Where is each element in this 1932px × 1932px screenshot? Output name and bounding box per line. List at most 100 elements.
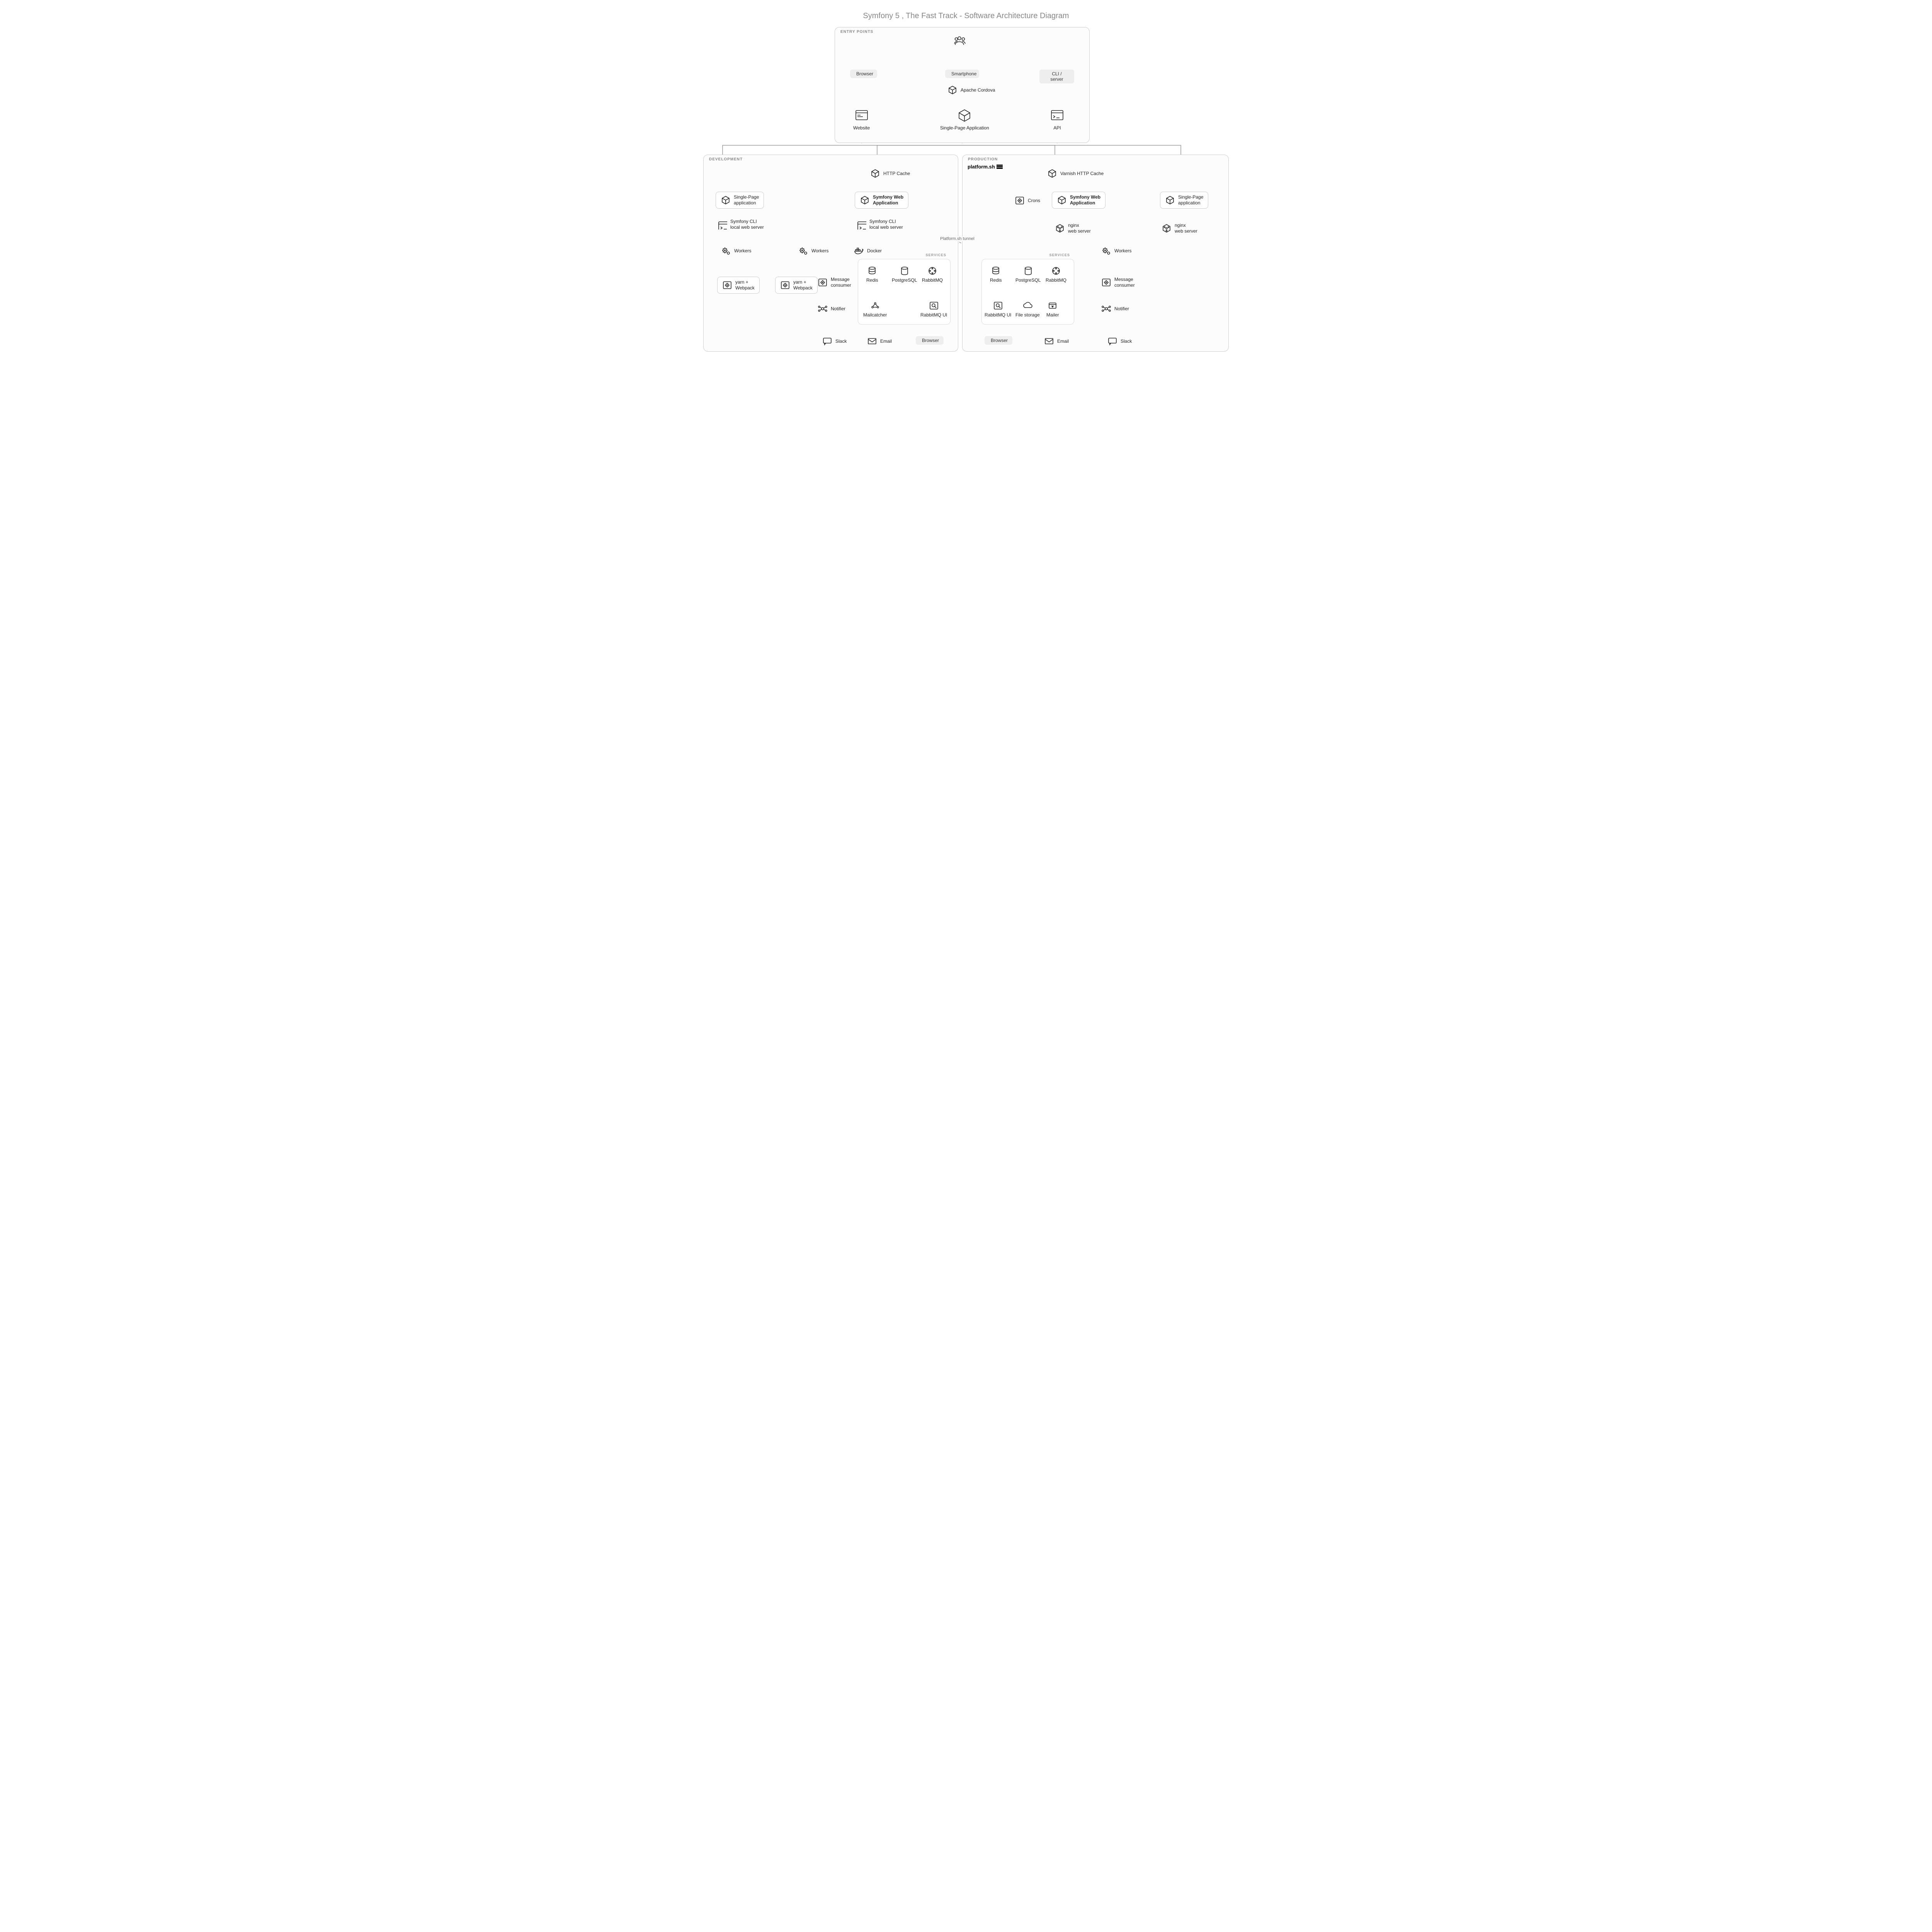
node-label: Workers (1114, 248, 1131, 254)
node-dev_workers2: Workers (798, 246, 828, 256)
node-label: Message consumer (831, 277, 851, 288)
pill-browser: Browser (850, 70, 877, 78)
node-dev_cli2: Symfony CLI local web server (856, 219, 903, 230)
node-prod_spa_box: Single-Page application (1160, 192, 1208, 209)
node-dev_workers1: Workers (721, 246, 751, 256)
node-label: nginx web server (1068, 223, 1091, 234)
node-api: API (1049, 108, 1065, 131)
node-dev_msgcons: Message consumer (818, 277, 851, 288)
mag-icon (929, 301, 939, 311)
node-dev_pg: PostgreSQL (892, 266, 917, 283)
node-prod_slack: Slack (1107, 336, 1132, 346)
cfg-icon (818, 277, 828, 287)
cube-icon (870, 168, 880, 179)
hex-icon (1162, 223, 1172, 233)
code-icon (870, 301, 880, 311)
db-icon (991, 266, 1001, 276)
rmq-icon (927, 266, 937, 276)
node-label: Slack (1121, 338, 1132, 344)
node-dev_mailcatcher: Mailcatcher (863, 301, 887, 318)
node-label: yarn + Webpack (735, 279, 755, 291)
cube-icon (860, 195, 870, 205)
node-label: Mailer (1046, 312, 1059, 318)
node-label: yarn + Webpack (793, 279, 813, 291)
node-prod_swa_box: Symfony Web Application (1052, 192, 1105, 209)
node-label: Slack (835, 338, 847, 344)
node-label: nginx web server (1175, 223, 1197, 234)
db2-icon (900, 266, 910, 276)
pill-smartphone: Smartphone (945, 70, 979, 78)
group-label: DEVELOPMENT (709, 157, 743, 162)
node-label: PostgreSQL (892, 277, 917, 283)
pill-cli: CLI / server (1039, 70, 1074, 83)
node-dev_swa_box: Symfony Web Application (855, 192, 908, 209)
graph-icon (818, 304, 828, 314)
cube-icon (1047, 168, 1057, 179)
gears-icon (1101, 246, 1111, 256)
users-icon (954, 35, 969, 50)
box-icon (947, 85, 957, 95)
mail-icon (1044, 336, 1054, 346)
node-prod_notifier: Notifier (1101, 304, 1129, 314)
cfg-icon (1101, 277, 1111, 287)
node-prod_nginx2: nginx web server (1162, 223, 1197, 234)
docker-icon (854, 246, 864, 256)
node-label: Workers (811, 248, 828, 254)
node-website: Website (853, 108, 870, 131)
pill-prod_browser: Browser (985, 336, 1012, 345)
node-label: Mailcatcher (863, 312, 887, 318)
services-label: SERVICES (926, 253, 946, 257)
node-label: Redis (866, 277, 878, 283)
group-label: PRODUCTION (968, 157, 998, 162)
node-label: Symfony Web Application (873, 194, 903, 206)
node-label: Apache Cordova (961, 87, 995, 93)
node-label: Symfony CLI local web server (730, 219, 764, 230)
node-label: Notifier (831, 306, 845, 312)
cube-icon (1165, 195, 1175, 205)
node-dev_rmqui: RabbitMQ UI (920, 301, 947, 318)
platform-sh-brand: platform.sh (968, 164, 1003, 170)
db2-icon (1023, 266, 1033, 276)
node-prod_email: Email (1044, 336, 1069, 346)
node-label: RabbitMQ UI (985, 312, 1011, 318)
node-prod_varnish: Varnish HTTP Cache (1047, 168, 1104, 179)
cloud-icon (1022, 301, 1032, 311)
node-dev_docker: Docker (854, 246, 882, 256)
node-label: RabbitMQ UI (920, 312, 947, 318)
graph-icon (1101, 304, 1111, 314)
node-prod_msgcons: Message consumer (1101, 277, 1135, 288)
node-prod_nginx1: nginx web server (1055, 223, 1091, 234)
node-label: Message consumer (1114, 277, 1135, 288)
node-label: File storage (1015, 312, 1040, 318)
mailbox-icon (1048, 301, 1058, 311)
node-label: Docker (867, 248, 882, 254)
terminal-icon (717, 219, 727, 230)
node-dev_notifier: Notifier (818, 304, 845, 314)
cube-icon (1057, 195, 1067, 205)
node-prod_filestor: File storage (1015, 301, 1040, 318)
node-label: Single-Page application (1178, 194, 1203, 206)
node-label: Workers (734, 248, 751, 254)
node-dev_redis: Redis (866, 266, 878, 283)
terminal-icon (1049, 108, 1065, 124)
diagram-title: Symfony 5 , The Fast Track - Software Ar… (699, 12, 1233, 20)
gears-icon (798, 246, 808, 256)
node-spa: Single-Page Application (940, 108, 989, 131)
hex-icon (1055, 223, 1065, 233)
node-dev_http_cache: HTTP Cache (870, 168, 910, 179)
node-prod_rmq: RabbitMQ (1046, 266, 1066, 283)
node-prod_rmqui: RabbitMQ UI (985, 301, 1011, 318)
node-label: RabbitMQ (1046, 277, 1066, 283)
chip-icon (957, 108, 972, 124)
mail-icon (867, 336, 877, 346)
chat-icon (822, 336, 832, 346)
node-label: Single-Page Application (940, 125, 989, 131)
node-prod_mailer: Mailer (1046, 301, 1059, 318)
group-label: ENTRY POINTS (840, 30, 873, 34)
rmq-icon (1051, 266, 1061, 276)
node-dev_yarn1: yarn + Webpack (717, 277, 760, 294)
node-dev_slack: Slack (822, 336, 847, 346)
cfg-icon (722, 280, 732, 290)
node-label: Email (1057, 338, 1069, 344)
cube-icon (721, 195, 731, 205)
